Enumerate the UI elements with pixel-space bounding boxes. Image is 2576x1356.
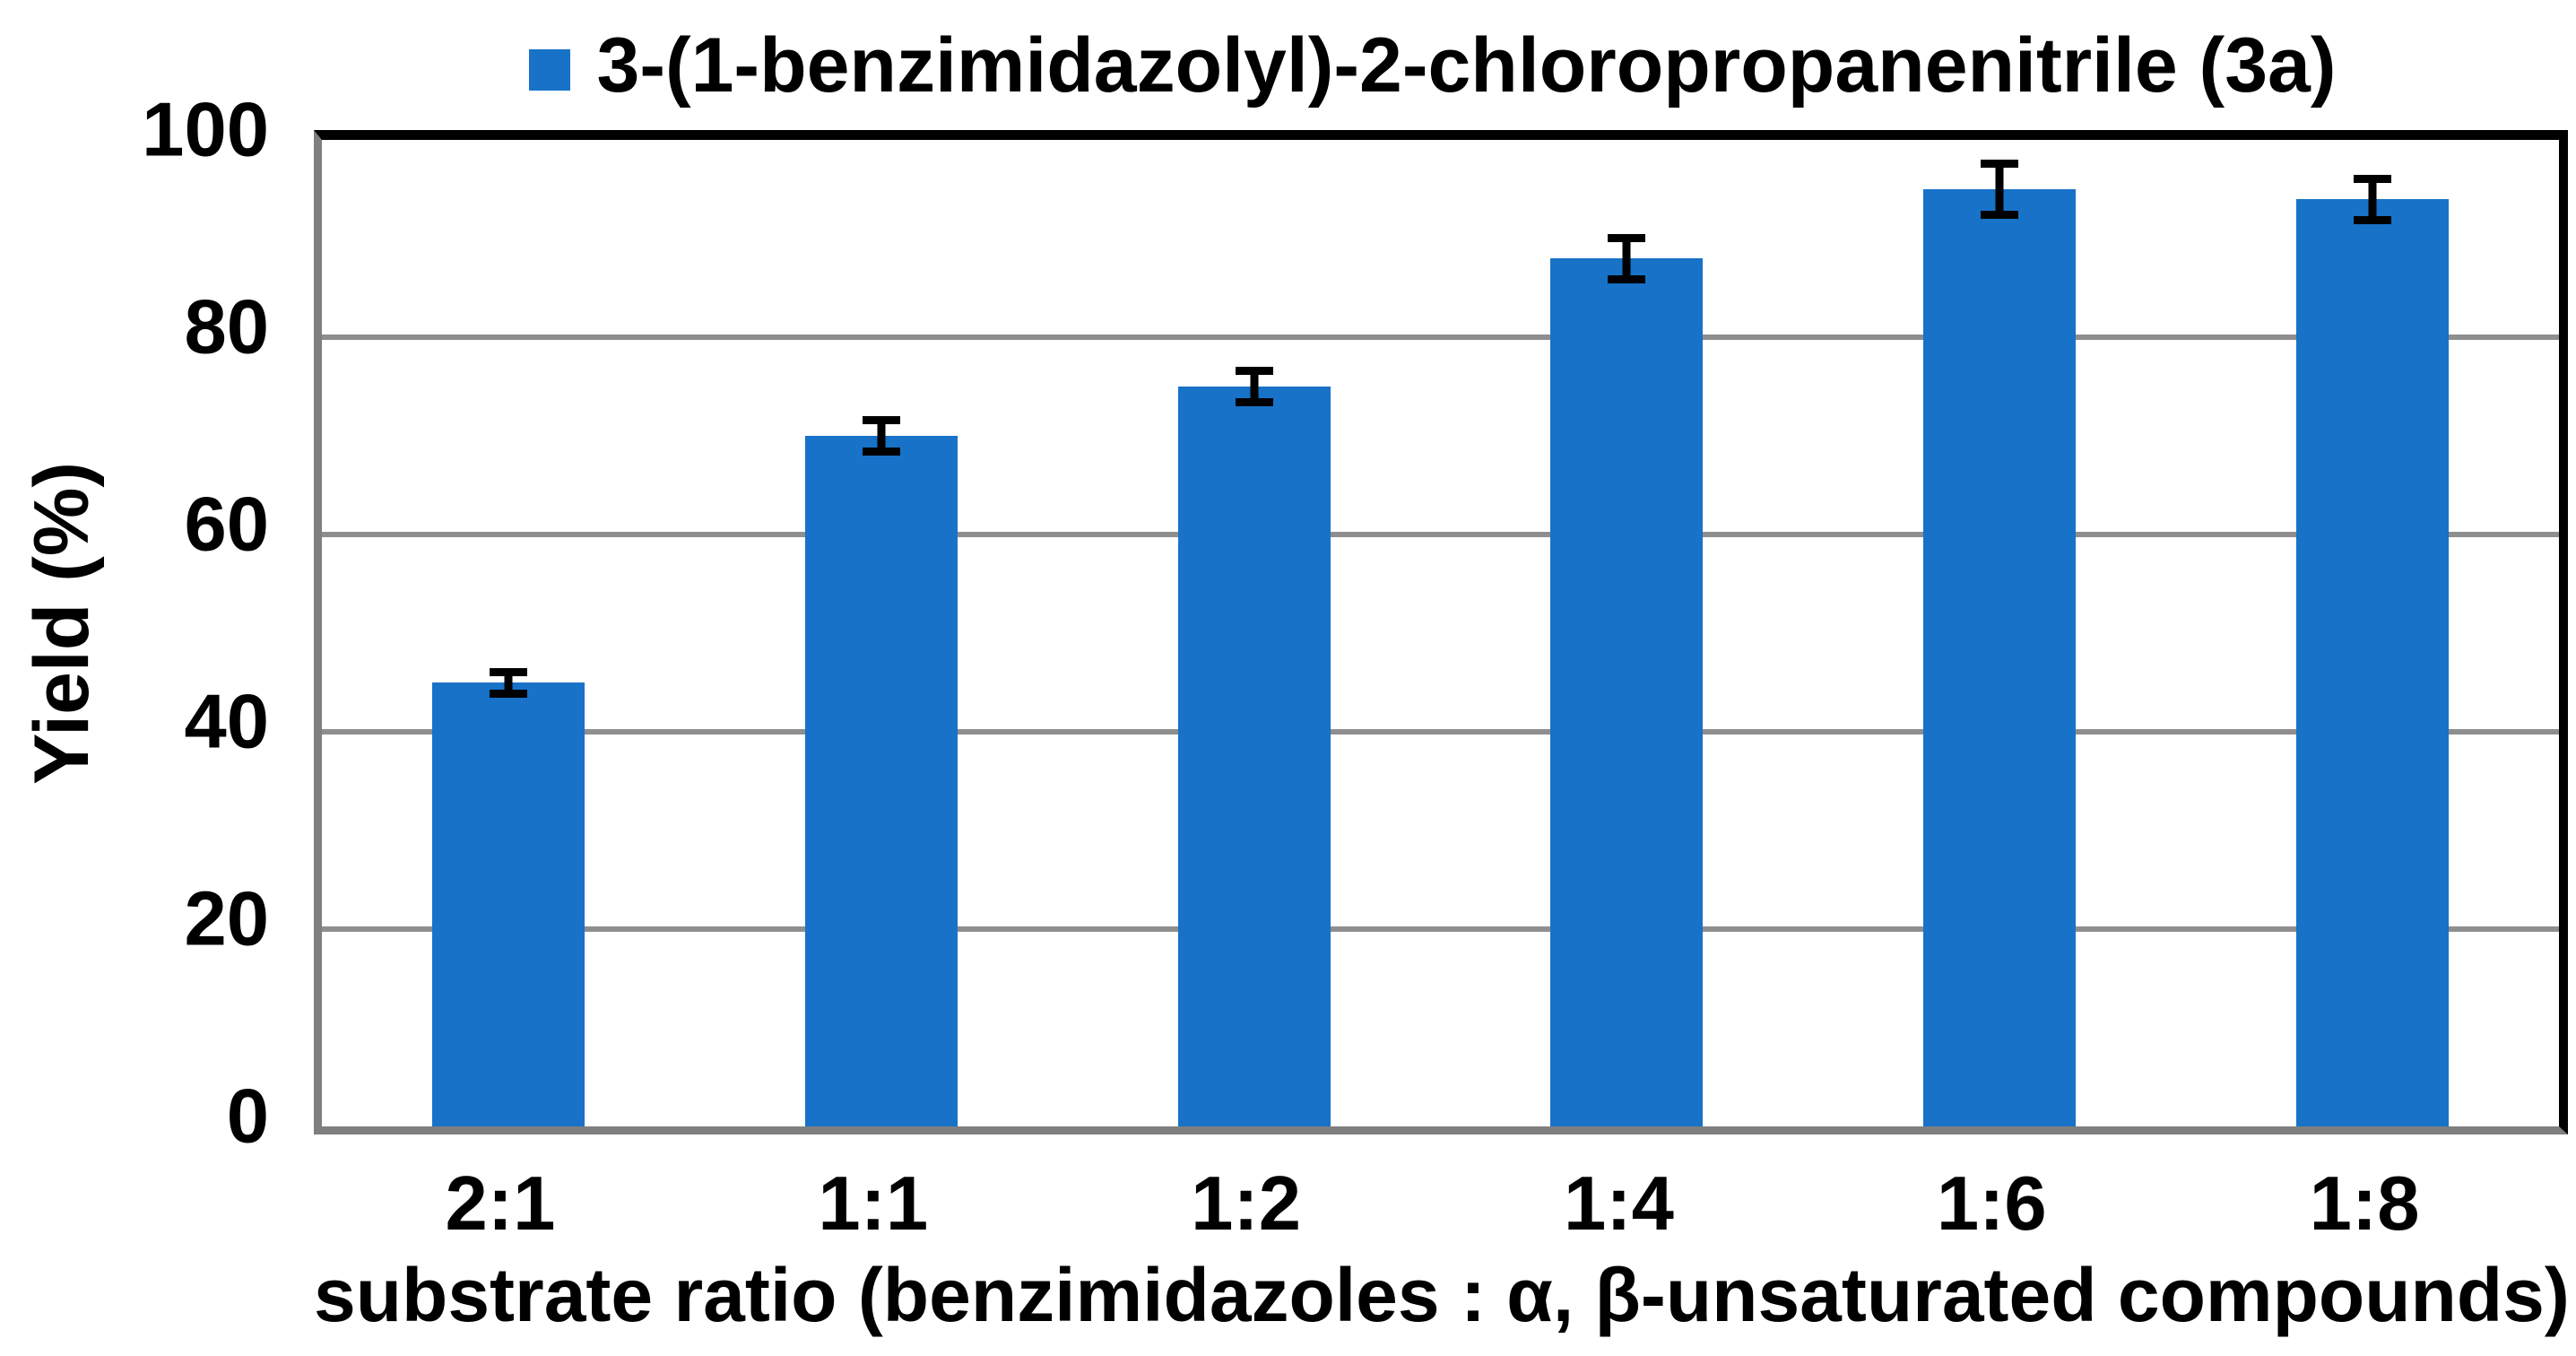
plot-area xyxy=(314,130,2568,1134)
y-axis-tick-labels: 0 20 40 60 80 100 xyxy=(0,92,269,1155)
error-bar-1:1 xyxy=(862,416,900,456)
y-tick-label-100: 100 xyxy=(142,87,269,173)
y-tick-label-40: 40 xyxy=(184,679,269,765)
x-tick-label-1:1: 1:1 xyxy=(818,1161,929,1247)
x-axis-tick-labels: 2:1 1:1 1:2 1:4 1:6 1:8 xyxy=(314,1166,2551,1251)
gridline-20 xyxy=(322,926,2559,932)
error-bar-1:6 xyxy=(1981,160,2019,219)
bar-1:6 xyxy=(1923,189,2077,1126)
x-tick-label-2:1: 2:1 xyxy=(445,1161,556,1247)
bar-1:1 xyxy=(804,436,958,1126)
bar-column-1:6 xyxy=(1813,140,2186,1126)
bar-1:4 xyxy=(1550,258,1704,1126)
x-tick-label-1:2: 1:2 xyxy=(1191,1161,1301,1247)
chart-legend: 3-(1-benzimidazolyl)-2-chloropropanenitr… xyxy=(314,16,2551,115)
error-bar-1:2 xyxy=(1235,367,1273,406)
y-tick-label-60: 60 xyxy=(184,482,269,568)
bar-1:8 xyxy=(2296,199,2450,1126)
x-tick-label-1:8: 1:8 xyxy=(2309,1161,2420,1247)
error-bar-2:1 xyxy=(489,667,527,698)
bar-2:1 xyxy=(431,682,585,1126)
y-tick-label-20: 20 xyxy=(184,876,269,962)
error-bar-1:8 xyxy=(2354,174,2392,224)
bar-column-1:1 xyxy=(695,140,1068,1126)
bar-column-1:2 xyxy=(1068,140,1441,1126)
bar-1:2 xyxy=(1177,387,1331,1126)
y-tick-label-0: 0 xyxy=(226,1074,269,1160)
gridline-40 xyxy=(322,729,2559,734)
gridline-80 xyxy=(322,335,2559,340)
y-tick-label-80: 80 xyxy=(184,284,269,370)
error-bar-1:4 xyxy=(1608,233,1646,283)
gridline-60 xyxy=(322,532,2559,537)
bar-column-1:8 xyxy=(2186,140,2559,1126)
bar-column-2:1 xyxy=(322,140,695,1126)
x-tick-label-1:6: 1:6 xyxy=(1936,1161,2047,1247)
bar-column-1:4 xyxy=(1441,140,1814,1126)
legend-series-label: 3-(1-benzimidazolyl)-2-chloropropanenitr… xyxy=(596,22,2337,109)
x-axis-title: substrate ratio (benzimidazoles : α, β-u… xyxy=(314,1253,2570,1337)
x-tick-label-1:4: 1:4 xyxy=(1563,1161,1674,1247)
legend-series-swatch-icon xyxy=(528,49,570,91)
